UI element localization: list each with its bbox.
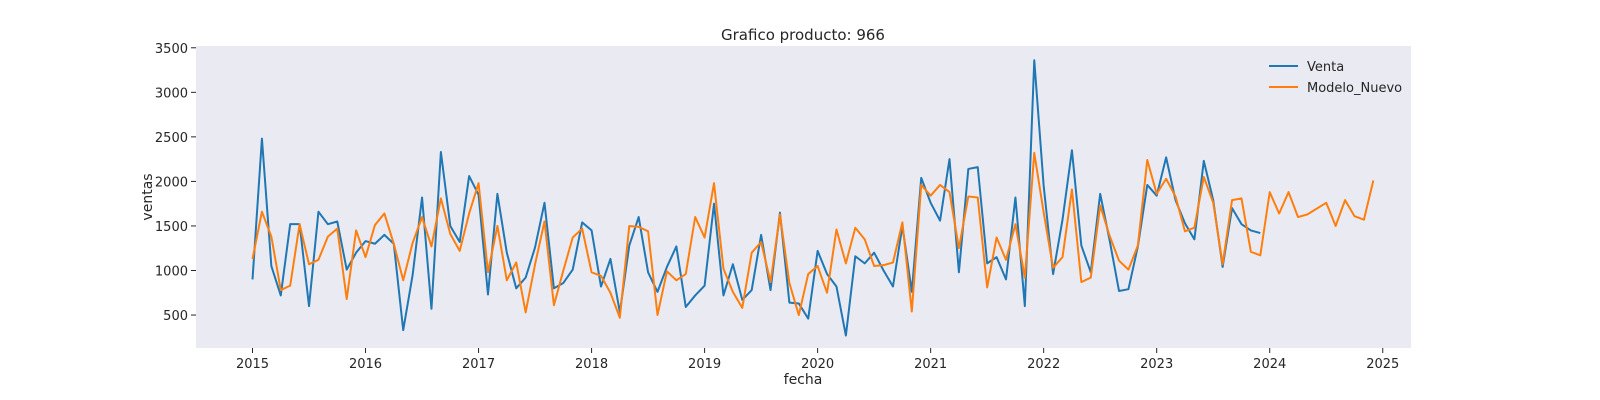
y-axis-label: ventas (140, 173, 156, 220)
x-tick-label: 2025 (1366, 357, 1399, 372)
x-tick-label: 2018 (575, 357, 608, 372)
x-tick-label: 2024 (1253, 357, 1286, 372)
plot-area (196, 46, 1411, 348)
chart-legend: Venta Modelo_Nuevo (1269, 60, 1402, 96)
x-tick-label: 2019 (688, 357, 721, 372)
x-axis-ticks: 2015 2016 2017 2018 2019 2020 2021 2022 2023 2024… (236, 348, 1399, 372)
x-tick-label: 2023 (1140, 357, 1173, 372)
series-lines (251, 59, 1375, 337)
y-tick-label: 2000 (155, 175, 188, 190)
series-line-modelo-nuevo (251, 151, 1375, 319)
y-tick-label: 3000 (155, 86, 188, 101)
x-tick-label: 2016 (349, 357, 382, 372)
y-axis-ticks: 500 1000 1500 2000 2500 3000 3500 (155, 42, 196, 324)
x-tick-label: 2020 (801, 357, 834, 372)
legend-label: Modelo_Nuevo (1307, 81, 1402, 96)
y-tick-label: 500 (163, 309, 188, 324)
y-tick-label: 2500 (155, 131, 188, 146)
x-tick-label: 2017 (462, 357, 495, 372)
x-tick-label: 2022 (1027, 357, 1060, 372)
x-axis-label: fecha (784, 372, 823, 388)
y-tick-label: 1500 (155, 220, 188, 235)
x-tick-label: 2021 (914, 357, 947, 372)
x-tick-label: 2015 (236, 357, 269, 372)
chart-title: Grafico producto: 966 (721, 26, 885, 44)
y-tick-label: 1000 (155, 264, 188, 279)
legend-label: Venta (1307, 60, 1344, 75)
y-tick-label: 3500 (155, 42, 188, 57)
